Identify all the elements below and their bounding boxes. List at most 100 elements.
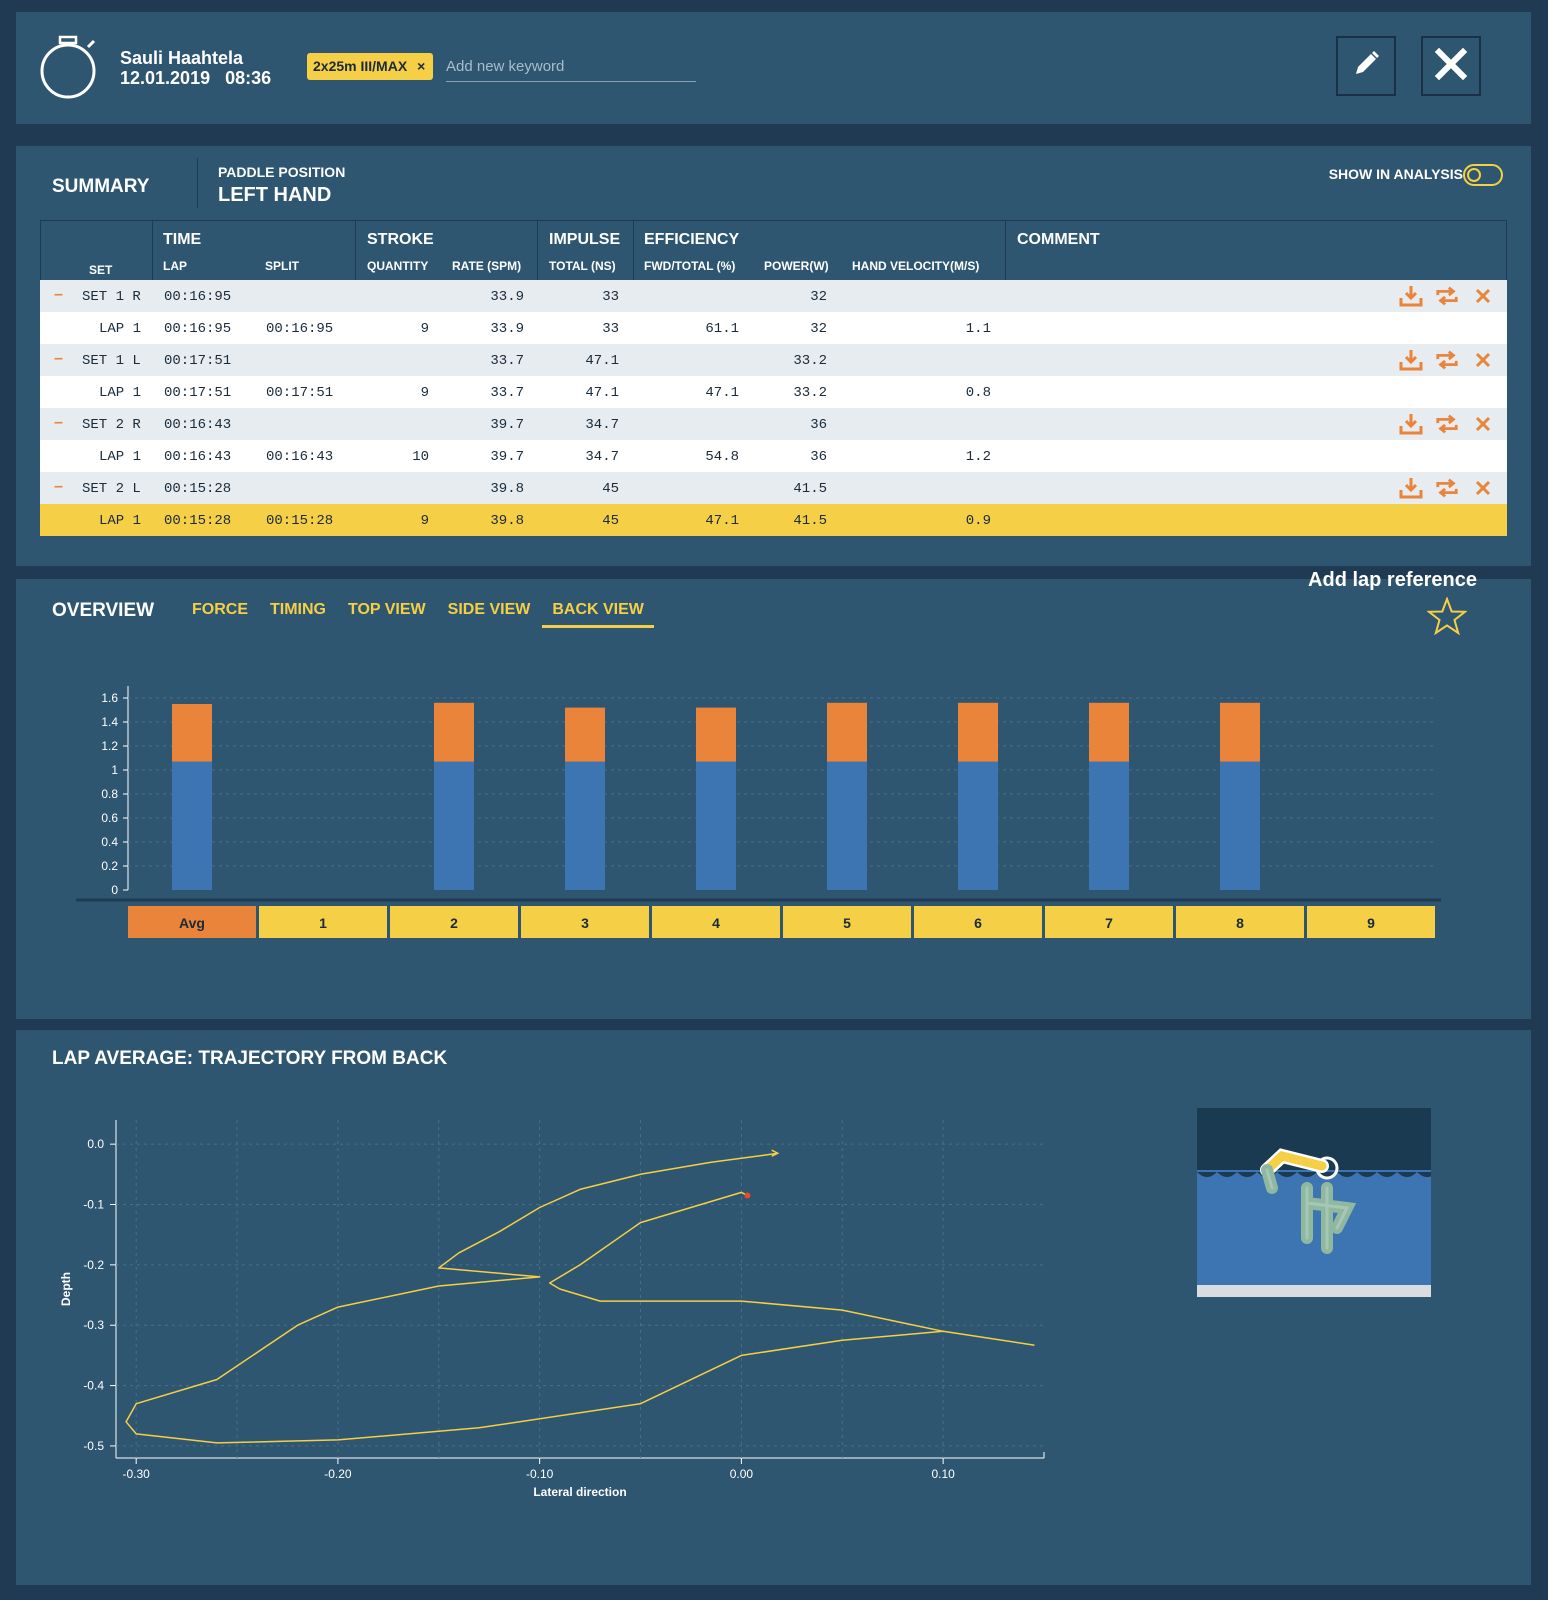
download-icon[interactable] [1399, 477, 1423, 499]
stopwatch-icon [40, 34, 100, 105]
delete-icon[interactable] [1471, 285, 1495, 307]
col-quantity: QUANTITY [367, 259, 429, 273]
y-axis-label: Depth [59, 1272, 73, 1306]
set-row[interactable]: – SET 1 R 00:16:95 33.9 33 32 [40, 280, 1507, 312]
set-label: LAP 1 [99, 321, 142, 337]
bar-2-segment-0 [434, 761, 474, 890]
swap-icon[interactable] [1435, 413, 1459, 435]
cell-velocity: 1.1 [965, 321, 991, 337]
download-icon[interactable] [1399, 349, 1423, 371]
column-divider [1005, 221, 1006, 281]
col-comment: COMMENT [1017, 231, 1100, 248]
cell-quantity: 9 [420, 513, 429, 529]
collapse-icon[interactable]: – [54, 286, 63, 303]
set-label: SET 2 L [82, 481, 141, 497]
lap-button-2[interactable]: 2 [390, 906, 518, 938]
col-hand-velocity: HAND VELOCITY(M/S) [852, 259, 980, 273]
col-set: SET [89, 263, 113, 277]
x-tick-label: 0.10 [931, 1467, 955, 1481]
trajectory-start-arrow [771, 1149, 780, 1157]
download-icon[interactable] [1399, 413, 1423, 435]
bar-2-segment-1 [434, 702, 474, 762]
cell-velocity: 1.2 [965, 449, 991, 465]
lap-button-8[interactable]: 8 [1176, 906, 1304, 938]
cell-total: 45 [602, 481, 619, 497]
cell-total: 45 [602, 513, 619, 529]
tab-side-view[interactable]: SIDE VIEW [447, 601, 531, 618]
col-power: POWER(W) [764, 259, 829, 273]
paddle-position-value: LEFT HAND [218, 184, 332, 206]
lap-row[interactable]: LAP 1 00:16:43 00:16:43 10 39.7 34.7 54.8 36 1.2 [40, 440, 1507, 472]
cell-time: 00:15:28 [164, 481, 232, 497]
cell-quantity: 9 [420, 321, 429, 337]
col-rate: RATE (SPM) [452, 259, 522, 273]
y-tick-label: -0.2 [83, 1258, 104, 1272]
bar-3-segment-0 [565, 761, 605, 890]
lap-button-6[interactable]: 6 [914, 906, 1042, 938]
delete-icon[interactable] [1471, 413, 1495, 435]
set-row[interactable]: – SET 2 R 00:16:43 39.7 34.7 36 [40, 408, 1507, 440]
lap-row[interactable]: LAP 1 00:16:95 00:16:95 9 33.9 33 61.1 32 1.1 [40, 312, 1507, 344]
keyword-remove-icon[interactable]: × [417, 58, 426, 74]
col-impulse: IMPULSE [549, 231, 621, 248]
cell-rate: 33.9 [490, 321, 524, 337]
y-tick-label: -0.5 [83, 1439, 104, 1453]
column-divider [152, 221, 153, 281]
x-tick-label: -0.20 [324, 1467, 352, 1481]
collapse-icon[interactable]: – [54, 350, 63, 367]
swap-icon[interactable] [1435, 285, 1459, 307]
bar-6-segment-1 [958, 702, 998, 762]
collapse-icon[interactable]: – [54, 414, 63, 431]
cell-power: 32 [810, 321, 827, 337]
y-tick-label: 0.2 [101, 859, 118, 873]
cell-total: 47.1 [585, 353, 619, 369]
col-split: SPLIT [265, 259, 300, 273]
cell-time: 00:17:51 [164, 353, 232, 369]
keyword-input[interactable] [446, 52, 696, 82]
lap-row[interactable]: LAP 1 00:17:51 00:17:51 9 33.7 47.1 47.1 33.2 0.… [40, 376, 1507, 408]
lap-button-9[interactable]: 9 [1307, 906, 1435, 938]
lap-row[interactable]: LAP 1 00:15:28 00:15:28 9 39.8 45 47.1 41.5 0.9 [40, 504, 1507, 536]
col-total: TOTAL (NS) [549, 259, 616, 273]
lap-button-avg[interactable]: Avg [128, 906, 256, 938]
download-icon[interactable] [1399, 285, 1423, 307]
lap-button-7[interactable]: 7 [1045, 906, 1173, 938]
swap-icon[interactable] [1435, 349, 1459, 371]
edit-button[interactable] [1336, 36, 1396, 96]
cell-total: 47.1 [585, 385, 619, 401]
session-time: 08:36 [225, 68, 272, 88]
cell-power: 36 [810, 417, 827, 433]
cell-fwd: 54.8 [705, 449, 739, 465]
star-icon[interactable] [1426, 596, 1468, 640]
collapse-icon[interactable]: – [54, 478, 63, 495]
lap-average-title: LAP AVERAGE: TRAJECTORY FROM BACK [52, 1048, 448, 1069]
lap-button-4[interactable]: 4 [652, 906, 780, 938]
swap-icon[interactable] [1435, 477, 1459, 499]
lap-button-5[interactable]: 5 [783, 906, 911, 938]
cell-split: 00:16:43 [266, 449, 334, 465]
cell-rate: 39.7 [490, 449, 524, 465]
cell-rate: 39.7 [490, 417, 524, 433]
close-button[interactable] [1421, 36, 1481, 96]
cell-total: 33 [602, 289, 619, 305]
row-actions [1399, 285, 1495, 307]
cell-total: 34.7 [585, 449, 619, 465]
trajectory-end-marker [744, 1192, 751, 1199]
overview-tabs: FORCE TIMING TOP VIEW SIDE VIEW BACK VIEW [192, 601, 654, 628]
keyword-tag-label: 2x25m III/MAX [313, 58, 408, 74]
tab-force[interactable]: FORCE [192, 601, 248, 618]
cell-rate: 33.7 [490, 353, 524, 369]
lap-button-1[interactable]: 1 [259, 906, 387, 938]
set-row[interactable]: – SET 1 L 00:17:51 33.7 47.1 33.2 [40, 344, 1507, 376]
table-header: SET TIME LAP SPLIT STROKE QUANTITY RATE … [40, 220, 1507, 281]
tab-back-view[interactable]: BACK VIEW [542, 601, 654, 628]
bar-8-segment-1 [1220, 702, 1260, 762]
delete-icon[interactable] [1471, 477, 1495, 499]
delete-icon[interactable] [1471, 349, 1495, 371]
lap-button-3[interactable]: 3 [521, 906, 649, 938]
set-row[interactable]: – SET 2 L 00:15:28 39.8 45 41.5 [40, 472, 1507, 504]
cell-power: 41.5 [793, 481, 827, 497]
tab-top-view[interactable]: TOP VIEW [348, 601, 426, 618]
tab-timing[interactable]: TIMING [270, 601, 326, 618]
show-in-analysis-toggle[interactable] [1463, 164, 1503, 186]
